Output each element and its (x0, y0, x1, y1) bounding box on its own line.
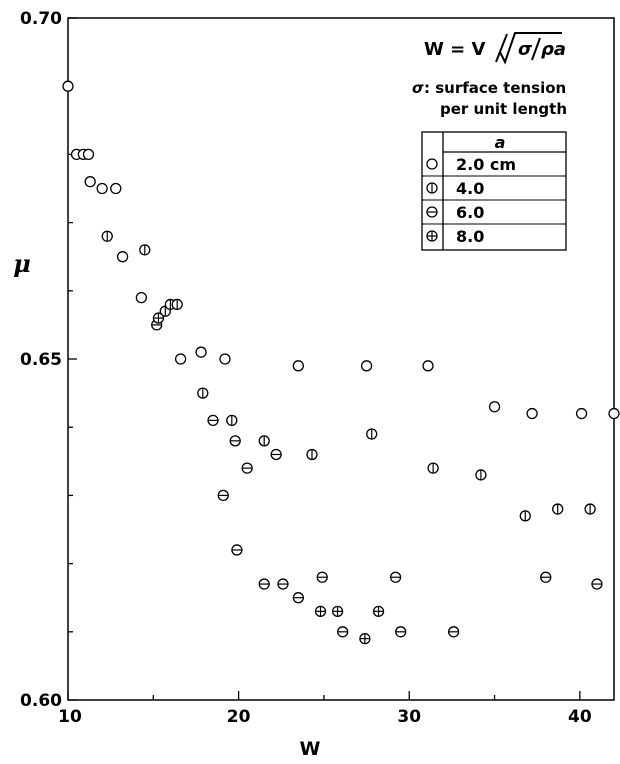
data-point (217, 489, 229, 502)
formula-fraction-slash (531, 37, 541, 61)
legend-marker (426, 182, 438, 194)
legend-marker (426, 158, 438, 170)
data-point (360, 360, 373, 372)
data-point (292, 360, 304, 372)
legend-label-8: 8.0 (456, 227, 484, 246)
data-point (258, 578, 270, 590)
data-point (219, 353, 231, 365)
data-point (229, 435, 241, 447)
formula-lhs: W = V (424, 39, 485, 60)
data-point (447, 626, 460, 638)
data-point (270, 448, 282, 461)
legend-markers (426, 158, 438, 242)
formula-sigma: σ (518, 39, 533, 60)
data-points (62, 80, 620, 645)
legend-label-4: 4.0 (456, 179, 484, 198)
data-point (139, 244, 151, 256)
legend-box (421, 131, 567, 251)
data-point (277, 578, 289, 590)
data-point (101, 230, 113, 242)
x-axis-label: W (300, 738, 321, 760)
y-tick-label: 0.70 (20, 9, 62, 29)
data-point (116, 251, 129, 263)
formula-radical (499, 32, 562, 65)
data-point (207, 414, 219, 427)
data-point (96, 182, 108, 195)
data-point (488, 401, 501, 413)
data-point (552, 503, 564, 515)
y-tick-label: 0.65 (20, 350, 62, 370)
data-point (526, 407, 538, 420)
y-axis-label: μ (13, 249, 31, 278)
data-point (359, 632, 371, 645)
data-point (84, 176, 96, 188)
sigma-symbol: σ (412, 79, 424, 97)
legend: a 2.0 cm 4.0 6.0 8.0 (421, 131, 567, 251)
legend-header: a (495, 133, 506, 152)
data-point (337, 626, 349, 638)
legend-label-6: 6.0 (456, 203, 484, 222)
x-tick-label: 10 (58, 707, 82, 727)
data-point (197, 387, 209, 399)
data-point (591, 578, 603, 590)
data-point (372, 605, 385, 617)
data-point (226, 414, 238, 427)
data-point (475, 469, 487, 481)
data-point (427, 462, 439, 474)
data-point (519, 510, 531, 522)
formula-annotation: W = V σ ρa (424, 32, 566, 65)
y-tick-label: 0.60 (20, 691, 62, 711)
legend-label-2cm: 2.0 cm (456, 155, 516, 174)
sigma-description: : surface tension (424, 79, 566, 97)
sigma-description-line2: per unit length (440, 100, 567, 118)
data-point (171, 298, 183, 311)
data-point (389, 571, 402, 583)
data-point (422, 360, 434, 372)
data-point (292, 592, 304, 604)
data-point (62, 80, 74, 92)
sigma-note: σ : surface tension per unit length (412, 79, 567, 118)
x-tick-label: 40 (568, 707, 592, 727)
data-point (306, 448, 318, 461)
x-tick-label: 20 (227, 707, 251, 727)
data-point (584, 503, 596, 515)
plot-frame (67, 17, 615, 701)
data-point (258, 435, 270, 447)
data-point (241, 462, 253, 474)
data-point (366, 428, 378, 440)
data-point (174, 353, 187, 365)
legend-marker (426, 206, 438, 218)
data-point (82, 148, 95, 161)
data-point (316, 571, 328, 583)
data-point (608, 407, 620, 420)
formula-rho-a: ρa (541, 39, 566, 60)
data-point (395, 626, 407, 638)
data-point (195, 346, 207, 358)
data-point (231, 544, 243, 556)
data-point (540, 571, 552, 583)
x-tick-label: 30 (397, 707, 421, 727)
data-point (110, 182, 122, 195)
data-point (314, 605, 327, 617)
formula-slash (495, 33, 508, 63)
legend-marker (426, 230, 438, 242)
data-point (152, 312, 165, 324)
data-point (575, 407, 588, 420)
data-point (331, 605, 344, 617)
data-point (135, 291, 148, 304)
